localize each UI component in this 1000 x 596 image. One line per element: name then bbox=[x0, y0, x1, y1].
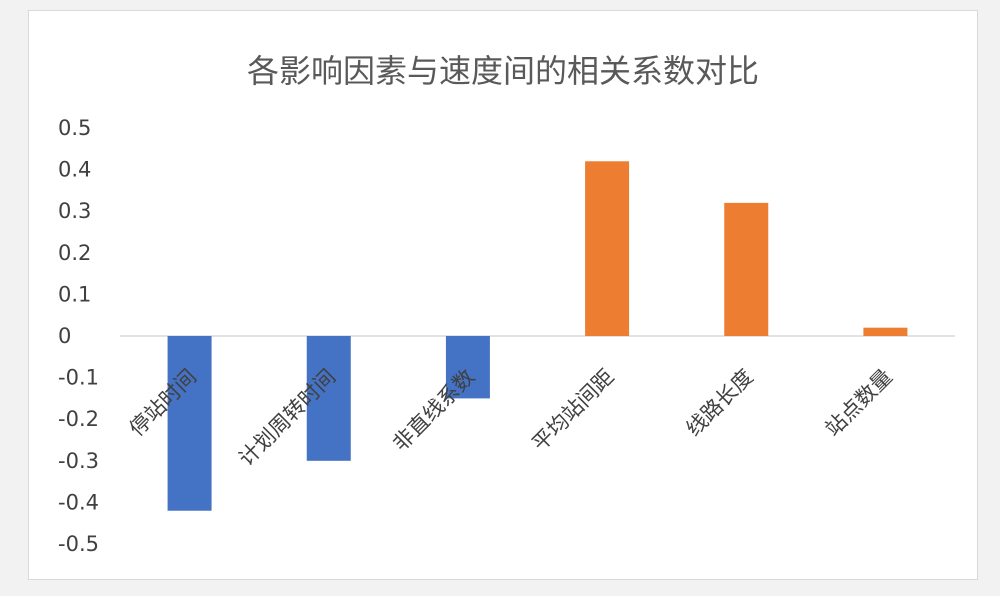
y-tick-label: 0.3 bbox=[58, 199, 91, 223]
bar-4 bbox=[585, 161, 630, 336]
y-tick-label: -0.2 bbox=[58, 407, 99, 431]
y-tick-label: 0.4 bbox=[58, 158, 91, 182]
category-label: 平均站间距 bbox=[527, 365, 618, 456]
category-labels: 停站时间 计划周转时间 非直线系数 平均站间距 线路长度 站点数量 bbox=[125, 365, 897, 471]
y-tick-label: 0.1 bbox=[58, 282, 91, 306]
category-label: 非直线系数 bbox=[388, 365, 479, 456]
bar-1 bbox=[167, 336, 212, 511]
category-label: 线路长度 bbox=[681, 365, 757, 441]
y-tick-label: 0.5 bbox=[58, 116, 91, 140]
bar-6 bbox=[863, 327, 908, 336]
y-tick-label: -0.3 bbox=[58, 449, 99, 473]
chart-title: 各影响因素与速度间的相关系数对比 bbox=[247, 52, 759, 90]
bars bbox=[167, 161, 908, 511]
y-tick-label: -0.4 bbox=[58, 490, 99, 514]
y-tick-label: -0.5 bbox=[58, 532, 99, 556]
bar-5 bbox=[724, 202, 769, 336]
y-tick-label: 0.2 bbox=[58, 241, 91, 265]
bar-2 bbox=[306, 336, 351, 461]
y-tick-label: 0 bbox=[58, 324, 71, 348]
y-axis-ticks: 0.5 0.4 0.3 0.2 0.1 0 -0.1 -0.2 -0.3 -0.4 -0.5 bbox=[58, 116, 99, 556]
category-label: 站点数量 bbox=[821, 365, 897, 441]
bar-3 bbox=[445, 336, 490, 399]
y-tick-label: -0.1 bbox=[58, 366, 99, 390]
